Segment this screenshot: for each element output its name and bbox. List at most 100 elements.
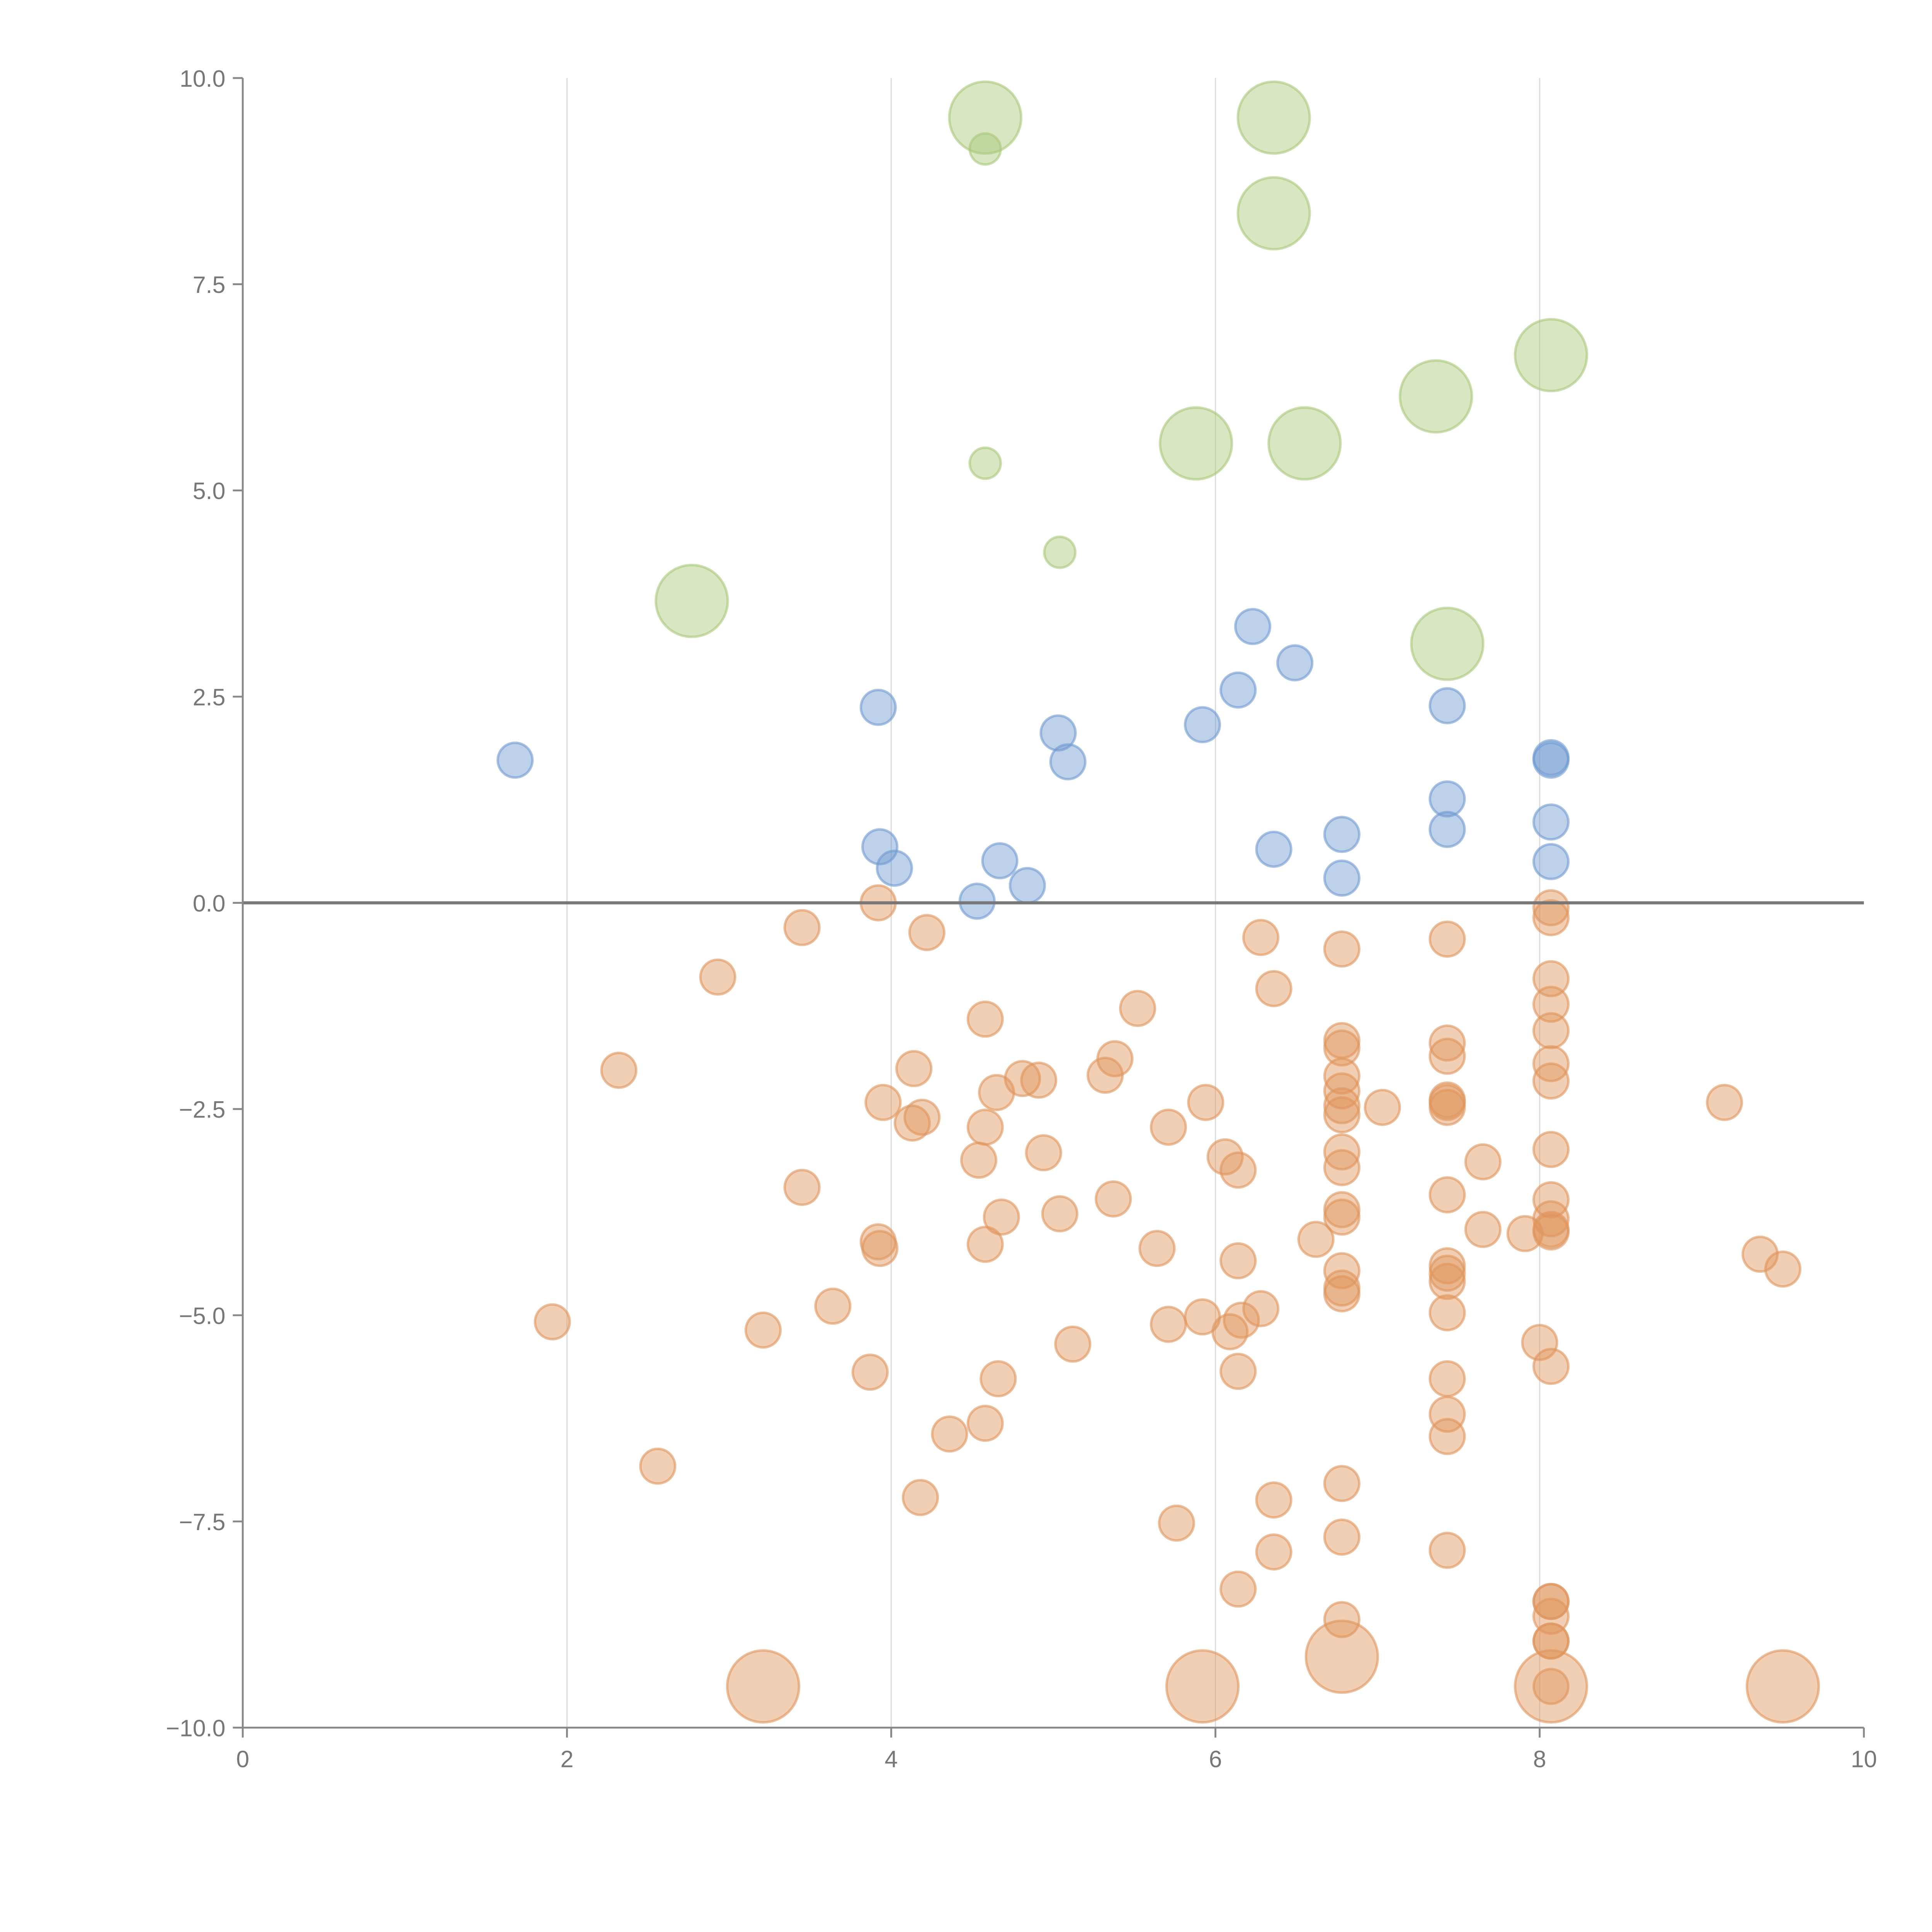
- data-point-orange: [893, 1104, 931, 1142]
- data-point-orange: [1532, 1622, 1570, 1660]
- x-tick-label: 10: [1851, 1746, 1877, 1772]
- data-point-blue: [1429, 687, 1466, 724]
- data-point-green: [948, 80, 1022, 155]
- data-point-orange: [1255, 1481, 1293, 1519]
- data-point-orange: [1323, 1518, 1361, 1556]
- y-tick-label: −5.0: [179, 1303, 225, 1329]
- data-point-orange: [1242, 919, 1280, 956]
- data-point-orange: [1150, 1109, 1187, 1146]
- data-point-orange: [1323, 1465, 1361, 1502]
- data-point-orange: [1429, 1395, 1466, 1433]
- data-point-orange: [1119, 990, 1156, 1027]
- data-point-orange: [1429, 1418, 1466, 1455]
- data-point-orange: [903, 1099, 941, 1136]
- data-point-green: [1514, 318, 1588, 393]
- data-point-orange: [1323, 930, 1361, 968]
- data-point-orange: [851, 1354, 889, 1391]
- data-point-orange: [1514, 1649, 1588, 1724]
- data-point-orange: [1297, 1221, 1335, 1258]
- data-point-orange: [1532, 960, 1570, 997]
- data-point-orange: [1429, 1176, 1466, 1214]
- series-green: [655, 80, 1588, 681]
- data-point-orange: [1464, 1143, 1502, 1180]
- series-blue: [496, 608, 1570, 920]
- y-tick-label: 0.0: [193, 890, 226, 917]
- data-point-orange: [1532, 1213, 1570, 1251]
- data-point-orange: [1025, 1134, 1062, 1172]
- y-tick-label: 7.5: [193, 272, 226, 298]
- data-point-orange: [1532, 986, 1570, 1023]
- data-point-orange: [1219, 1570, 1257, 1608]
- y-tick-label: −7.5: [179, 1509, 225, 1535]
- data-point-blue: [1234, 608, 1272, 645]
- data-point-blue: [859, 689, 897, 726]
- data-point-orange: [1532, 1181, 1570, 1219]
- data-point-orange: [1219, 1151, 1257, 1189]
- y-tick-label: 5.0: [193, 478, 226, 504]
- data-point-orange: [1706, 1084, 1743, 1121]
- data-point-orange: [726, 1649, 801, 1724]
- data-point-orange: [1323, 1029, 1361, 1067]
- x-tick-label: 2: [560, 1746, 573, 1772]
- data-point-orange: [1429, 920, 1466, 958]
- data-point-orange: [1532, 1348, 1570, 1385]
- data-point-green: [968, 132, 1002, 166]
- data-point-orange: [1429, 1254, 1466, 1292]
- data-point-blue: [1219, 671, 1257, 709]
- data-point-orange: [1532, 1200, 1570, 1238]
- data-point-orange: [783, 909, 821, 946]
- data-point-orange: [1219, 1352, 1257, 1390]
- data-point-orange: [1429, 1532, 1466, 1569]
- data-point-orange: [1095, 1180, 1132, 1218]
- data-point-orange: [744, 1311, 782, 1349]
- data-point-green: [655, 564, 729, 638]
- data-point-orange: [931, 1415, 968, 1453]
- x-tick-label: 4: [884, 1746, 898, 1772]
- data-point-orange: [1020, 1061, 1058, 1099]
- data-point-orange: [1742, 1235, 1779, 1273]
- data-point-orange: [1138, 1230, 1176, 1267]
- data-point-orange: [783, 1168, 821, 1206]
- data-point-orange: [814, 1287, 852, 1325]
- data-point-orange: [861, 1230, 899, 1267]
- data-point-orange: [1165, 1649, 1240, 1724]
- data-point-orange: [1150, 1306, 1187, 1343]
- data-point-blue: [861, 828, 899, 866]
- data-point-blue: [958, 883, 996, 920]
- y-tick-label: −2.5: [179, 1097, 225, 1123]
- data-point-blue: [1184, 706, 1221, 743]
- data-point-blue: [1276, 644, 1314, 682]
- x-tick-label: 8: [1533, 1746, 1546, 1772]
- data-point-orange: [895, 1050, 933, 1087]
- data-point-orange: [1323, 1057, 1361, 1095]
- data-point-orange: [1323, 1096, 1361, 1134]
- data-point-orange: [1041, 1195, 1078, 1233]
- data-point-orange: [1764, 1250, 1802, 1288]
- data-point-blue: [1532, 803, 1570, 841]
- data-point-orange: [534, 1303, 571, 1341]
- data-point-blue: [1323, 816, 1361, 853]
- data-point-blue: [1323, 859, 1361, 897]
- data-point-orange: [966, 1226, 1004, 1263]
- data-point-orange: [1532, 889, 1570, 927]
- data-point-blue: [1049, 743, 1087, 781]
- data-point-orange: [908, 914, 946, 951]
- data-point-orange: [1429, 1088, 1466, 1126]
- data-point-blue: [1532, 843, 1570, 880]
- data-point-orange: [1532, 1668, 1570, 1705]
- data-point-orange: [1521, 1324, 1558, 1361]
- data-point-orange: [1429, 1360, 1466, 1398]
- data-point-orange: [1429, 1263, 1466, 1300]
- data-point-orange: [1255, 1533, 1293, 1571]
- data-point-orange: [1223, 1301, 1260, 1339]
- data-point-green: [1043, 536, 1077, 569]
- data-point-orange: [1429, 1024, 1466, 1062]
- data-point-green: [1236, 80, 1311, 155]
- data-point-orange: [1054, 1325, 1092, 1363]
- data-point-orange: [1087, 1056, 1124, 1094]
- data-point-orange: [980, 1360, 1017, 1398]
- data-point-blue: [496, 742, 534, 779]
- x-tick-label: 0: [236, 1746, 249, 1772]
- x-axis-ticks: 0 2 4 6 8 10: [236, 1728, 1877, 1772]
